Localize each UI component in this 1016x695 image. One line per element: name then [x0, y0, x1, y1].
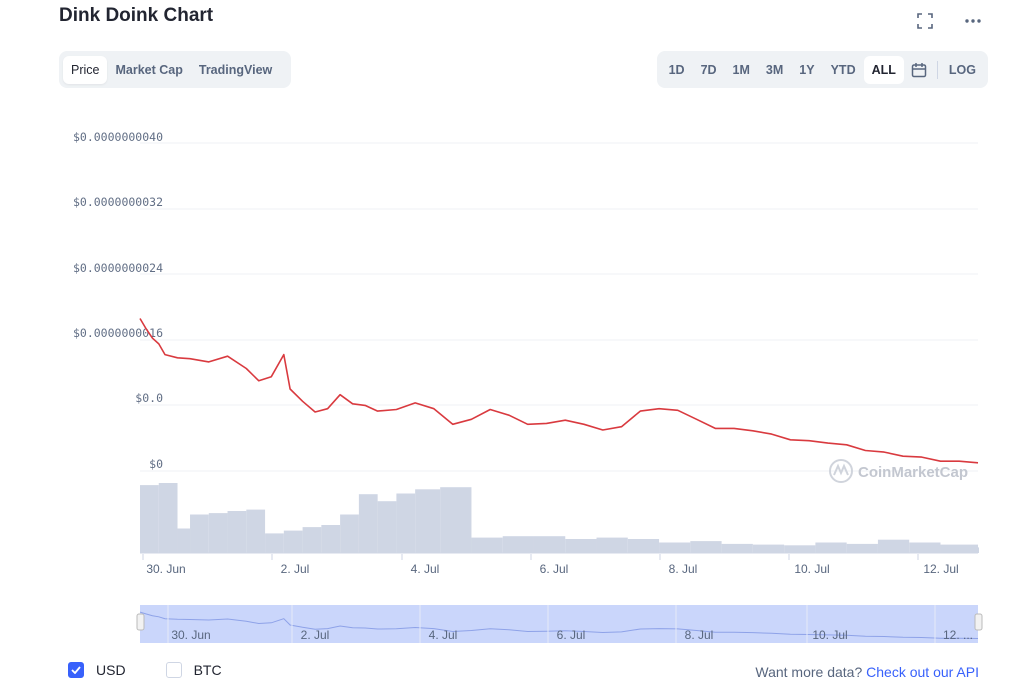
x-tick-label: 6. Jul: [540, 562, 569, 576]
volume-bar: [533, 536, 566, 553]
volume-bar: [246, 509, 266, 553]
watermark-text: CoinMarketCap: [858, 464, 968, 481]
volume-bar: [940, 544, 978, 553]
volume-bar: [208, 513, 228, 553]
fullscreen-icon[interactable]: [914, 10, 936, 32]
volume-bar: [265, 533, 284, 553]
volume-bar: [158, 483, 178, 553]
range-7d[interactable]: 7D: [700, 62, 717, 77]
x-tick-label: 12. Jul: [923, 562, 958, 576]
navigator-tick-label: 6. Jul: [557, 628, 586, 642]
currency-btc[interactable]: BTC: [165, 662, 222, 678]
range-1y[interactable]: 1Y: [799, 62, 815, 77]
currency-toggles: USD BTC: [68, 662, 222, 678]
tab-price[interactable]: Price: [63, 55, 108, 84]
volume-bar: [440, 487, 472, 553]
volume-bar: [659, 542, 691, 553]
navigator-tick-label: 4. Jul: [429, 628, 458, 642]
volume-bar: [784, 545, 816, 553]
x-axis-ticks: 30. Jun 2. Jul 4. Jul 6. Jul 8. Jul 10. Jul 12…: [140, 552, 978, 576]
volume-bar: [321, 525, 341, 553]
volume-bar: [752, 544, 785, 553]
range-divider: [936, 60, 938, 79]
navigator-tick-label: 8. Jul: [685, 628, 714, 642]
currency-usd[interactable]: USD: [68, 662, 126, 678]
usd-label: USD: [96, 662, 126, 678]
x-tick-label: 30. Jun: [146, 562, 185, 576]
volume-bar: [340, 514, 359, 553]
range-ytd[interactable]: YTD: [830, 62, 856, 77]
volume-bar: [415, 489, 441, 553]
chart-type-tabs: Price Market Cap TradingView: [59, 51, 291, 88]
volume-bar: [815, 542, 847, 553]
api-promo: Want more data? Check out our API: [755, 664, 979, 680]
navigator-series: [139, 611, 979, 639]
btc-checkbox[interactable]: [165, 662, 182, 678]
volume-bar: [283, 530, 303, 553]
price-series: [139, 318, 979, 464]
usd-checkbox[interactable]: [68, 662, 84, 678]
calendar-icon[interactable]: [904, 62, 934, 78]
volume-bar: [471, 537, 503, 553]
volume-bar: [721, 543, 753, 553]
x-tick-label: 2. Jul: [281, 562, 310, 576]
volume-bar: [502, 536, 534, 553]
volume-bar: [565, 539, 597, 553]
volume-bar: [227, 511, 247, 553]
navigator-tick-label: 10. Jul: [812, 628, 847, 642]
volume-bar: [190, 514, 209, 553]
volume-bar: [909, 542, 941, 553]
volume-bars: [140, 483, 979, 553]
price-line: [139, 318, 979, 464]
x-tick-label: 8. Jul: [669, 562, 698, 576]
log-scale-toggle[interactable]: LOG: [948, 62, 976, 77]
range-all[interactable]: ALL: [863, 55, 904, 84]
navigator-selection: [140, 605, 978, 643]
range-selector: 1D 7D 1M 3M 1Y YTD ALL LOG: [656, 51, 988, 88]
btc-label: BTC: [193, 662, 222, 678]
volume-bar: [358, 494, 378, 553]
volume-bar: [396, 493, 416, 553]
volume-bar: [596, 537, 628, 553]
navigator-tick-label: 30. Jun: [171, 628, 210, 642]
range-navigator[interactable]: 30. Jun 2. Jul 4. Jul 6. Jul 8. Jul 10. Jul 12…: [136, 605, 983, 643]
y-axis-ticks: $0.0000000040 $0.0000000032 $0.0000000024 $…: [73, 130, 163, 471]
volume-bar: [302, 527, 322, 553]
volume-bar: [846, 543, 878, 553]
watermark: CoinMarketCap: [829, 459, 968, 483]
y-tick-label: $0.0000000040: [73, 130, 163, 144]
volume-bar: [177, 528, 191, 553]
volume-bar: [377, 501, 397, 553]
more-dots-icon[interactable]: [962, 10, 984, 32]
navigator-tick-label: 12. ...: [943, 628, 973, 642]
navigator-handle[interactable]: [136, 613, 145, 631]
price-chart: $0.0000000040 $0.0000000032 $0.0000000024 $…: [73, 130, 983, 643]
volume-bar: [877, 539, 910, 553]
x-tick-label: 10. Jul: [794, 562, 829, 576]
y-tick-label: $0.0000000032: [73, 195, 163, 209]
chart-title: Dink Doink Chart: [59, 5, 214, 26]
volume-bar: [690, 541, 722, 553]
range-1m[interactable]: 1M: [732, 62, 750, 77]
navigator-handle[interactable]: [974, 613, 983, 631]
top-actions: [914, 10, 984, 32]
navigator-tick-label: 2. Jul: [301, 628, 330, 642]
x-tick-label: 4. Jul: [411, 562, 440, 576]
volume-bar: [140, 485, 159, 553]
y-tick-label: $0.0: [135, 391, 163, 405]
volume-bar: [627, 539, 660, 553]
y-tick-label: $0.0000000024: [73, 261, 163, 275]
volume-bar: [978, 547, 979, 553]
y-tick-label: $0: [149, 457, 163, 471]
api-prefix: Want more data?: [755, 664, 863, 680]
range-3m[interactable]: 3M: [765, 62, 784, 77]
tab-tradingview[interactable]: TradingView: [198, 62, 273, 77]
y-tick-label: $0.0000000016: [73, 326, 163, 340]
range-1d[interactable]: 1D: [668, 62, 685, 77]
checkmark-icon: [71, 666, 81, 674]
coinmarketcap-logo-icon: [829, 459, 853, 483]
tab-market-cap[interactable]: Market Cap: [115, 62, 183, 77]
api-link[interactable]: Check out our API: [866, 664, 979, 680]
grid-lines: [140, 142, 978, 472]
